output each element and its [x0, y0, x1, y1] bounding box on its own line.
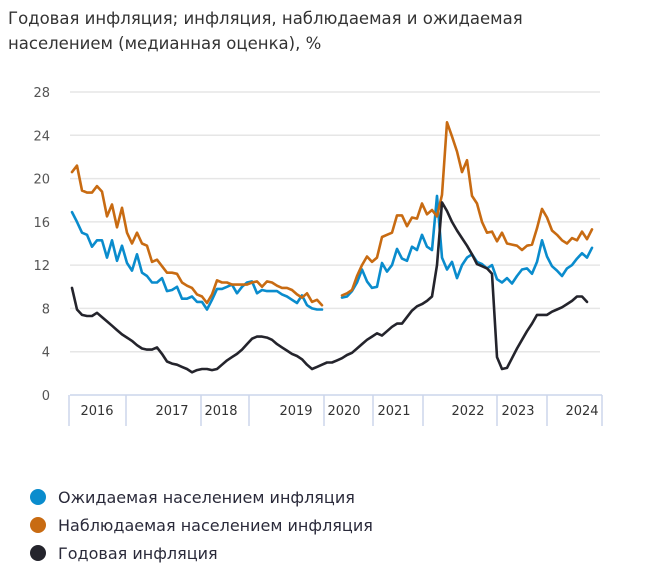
legend-label: Наблюдаемая населением инфляция: [58, 515, 373, 535]
x-tick-label: 2022: [451, 404, 484, 419]
x-tick-label: 2019: [279, 404, 312, 419]
chart-title: Годовая инфляция; инфляция, наблюдаемая …: [8, 6, 568, 56]
x-tick-label: 2024: [565, 404, 598, 419]
y-tick-label: 4: [42, 346, 50, 361]
legend-dot-icon: [30, 489, 46, 505]
x-tick-label: 2017: [155, 404, 188, 419]
y-tick-label: 16: [33, 216, 50, 231]
x-tick-label: 2023: [501, 404, 534, 419]
legend-label: Годовая инфляция: [58, 543, 218, 563]
x-tick-label: 2020: [327, 404, 360, 419]
legend-dot-icon: [30, 545, 46, 561]
legend-label: Ожидаемая населением инфляция: [58, 487, 355, 507]
chart-title-line2: населением (медианная оценка), %: [8, 34, 322, 53]
y-tick-label: 0: [42, 389, 50, 404]
chart-title-line1: Годовая инфляция; инфляция, наблюдаемая …: [8, 9, 523, 28]
legend-dot-icon: [30, 517, 46, 533]
y-tick-label: 28: [33, 86, 50, 101]
x-tick-label: 2021: [377, 404, 410, 419]
x-tick-label: 2016: [80, 404, 113, 419]
y-tick-label: 12: [33, 259, 50, 274]
legend-item-observed[interactable]: Наблюдаемая населением инфляция: [30, 511, 373, 539]
y-tick-label: 20: [33, 173, 50, 188]
series-line-1: [70, 121, 594, 307]
y-tick-label: 24: [33, 129, 50, 144]
series-line-2: [70, 201, 589, 374]
legend: Ожидаемая населением инфляция Наблюдаема…: [30, 483, 373, 567]
legend-item-annual[interactable]: Годовая инфляция: [30, 539, 373, 567]
series-line-0: [70, 194, 594, 311]
y-tick-label: 8: [42, 302, 50, 317]
legend-item-expected[interactable]: Ожидаемая населением инфляция: [30, 483, 373, 511]
x-tick-label: 2018: [204, 404, 237, 419]
